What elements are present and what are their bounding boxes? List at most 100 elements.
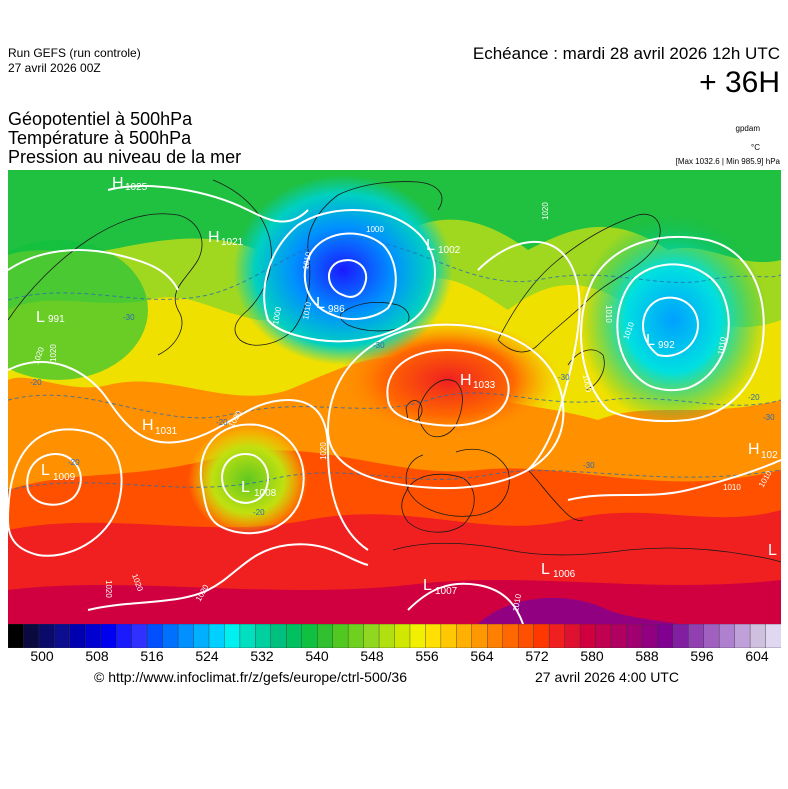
colorbar-swatch	[8, 624, 25, 648]
lead-time: + 36H	[699, 66, 780, 99]
pressure-centers: H 1025 H 1021 L 986 L 1002 L 991 H 1033 …	[36, 175, 778, 597]
pc-l-991-value: 991	[48, 314, 65, 325]
parameter-temperature: Température à 500hPa	[8, 128, 192, 148]
colorbar-swatch	[363, 624, 380, 648]
colorbar-tick-label: 524	[195, 648, 219, 664]
pc-l-1002-value: 1002	[438, 245, 461, 256]
isobar-low-1008-outer	[199, 423, 305, 535]
temp-label: -30	[583, 461, 595, 470]
temp-label: -20	[68, 458, 80, 467]
pressure-minmax: [Max 1032.6 | Min 985.9] hPa	[675, 157, 780, 166]
colorbar-swatch	[409, 624, 427, 648]
source-credit[interactable]: © http://www.infoclimat.fr/z/gefs/europe…	[94, 669, 408, 685]
pc-l-1007-value: 1007	[435, 586, 458, 597]
coast-canada	[8, 213, 203, 356]
pc-h-1021: H	[208, 229, 220, 246]
colorbar-tick-label: 572	[525, 648, 549, 664]
colorbar-tick-label: 564	[470, 648, 494, 664]
colorbar-swatches	[8, 624, 781, 648]
colorbar-swatch	[116, 624, 133, 648]
colorbar-tick-label: 596	[690, 648, 714, 664]
colorbar-tick-label: 548	[360, 648, 384, 664]
pc-h-1021-value: 1021	[221, 237, 244, 248]
isobar-1020-west	[8, 361, 369, 551]
colorbar-swatch	[378, 624, 396, 648]
colorbar-swatch	[595, 624, 612, 648]
colorbar-swatch	[131, 624, 148, 648]
field-cutoff-low	[188, 425, 308, 535]
pc-l-1006-value: 1006	[553, 569, 576, 580]
isobar-low-iceland-2	[303, 232, 397, 321]
generation-time: 27 avril 2026 4:00 UTC	[535, 669, 679, 685]
colorbar-swatch	[734, 624, 751, 648]
pc-l-1009: L	[41, 462, 50, 479]
colorbar-swatch	[255, 624, 272, 648]
temp-label: -30	[123, 313, 135, 322]
isobar-low-scand-1	[642, 296, 700, 357]
colorbar-tick-label: 508	[85, 648, 109, 664]
colorbar-tick-label: 540	[305, 648, 329, 664]
pc-l-992: L	[646, 332, 655, 349]
colorbar-swatch	[332, 624, 349, 648]
isobar-label: 1020	[319, 442, 328, 460]
colorbar-swatch	[85, 624, 102, 648]
colorbar-tick-label: 588	[635, 648, 659, 664]
colorbar-swatch	[502, 624, 519, 648]
isobar-label: 1020	[541, 202, 550, 220]
isobar-low-scand-2	[616, 263, 730, 392]
colorbar-swatch	[177, 624, 195, 648]
pc-l-1008: L	[241, 479, 250, 496]
isobar-label: 1000	[271, 306, 283, 326]
weather-map-canvas: H 1025 H 1021 L 986 L 1002 L 991 H 1033 …	[8, 170, 781, 624]
colorbar-swatch	[517, 624, 535, 648]
isobar-label: 1010	[604, 305, 613, 323]
run-date: 27 avril 2026 00Z	[8, 61, 101, 75]
pc-h-1033: H	[460, 372, 472, 389]
colorbar-swatch	[641, 624, 659, 648]
pc-l-1006: L	[541, 561, 550, 578]
temp-label: -20	[30, 378, 42, 387]
pc-h-1025-value: 1025	[125, 182, 148, 193]
colorbar-swatch	[626, 624, 643, 648]
isobar-label: 1020	[104, 580, 113, 598]
colorbar-tick-label: 516	[140, 648, 164, 664]
colorbar-swatch	[286, 624, 303, 648]
colorbar-ticks: 500 508 516 524 532 540 548 556 564 572 580 588 596 6…	[8, 648, 781, 666]
field-low-iceland	[233, 175, 453, 365]
temp-label: -20	[253, 508, 265, 517]
pc-l-986: L	[316, 295, 325, 312]
isobar-1020-south	[87, 543, 369, 611]
weather-map[interactable]: H 1025 H 1021 L 986 L 1002 L 991 H 1033 …	[8, 170, 781, 624]
pc-h-1031: H	[142, 417, 154, 434]
pc-l-1002: L	[426, 237, 435, 254]
isobar-low-1008	[221, 453, 269, 504]
isobar-low-1009	[26, 453, 82, 506]
coast-europe-west	[405, 448, 510, 517]
isobar-label: 1020	[49, 344, 58, 362]
colorbar-swatch	[425, 624, 442, 648]
isobar-1010-east	[567, 459, 781, 501]
colorbar-swatch	[471, 624, 488, 648]
temp-label: -30	[763, 413, 775, 422]
colorbar-swatch	[610, 624, 628, 648]
coast-greenland	[212, 179, 443, 346]
temp-label: -30	[373, 341, 385, 350]
colorbar-swatch	[100, 624, 117, 648]
pc-l-edge: L	[768, 542, 777, 559]
coast-norway	[497, 213, 661, 353]
isobar-1020-north	[107, 185, 309, 223]
colorbar-swatch	[765, 624, 781, 648]
colorbar-swatch	[193, 624, 210, 648]
coast-iberia	[401, 473, 475, 533]
colorbar-swatch	[579, 624, 597, 648]
colorbar-swatch	[657, 624, 674, 648]
colorbar-tick-label: 580	[580, 648, 604, 664]
isobar-label: 1010	[511, 593, 523, 613]
colorbar-swatch	[548, 624, 566, 648]
colorbar-swatch	[440, 624, 458, 648]
pc-h-1033-value: 1033	[473, 380, 496, 391]
pc-l-992-value: 992	[658, 340, 675, 351]
isobar-ridge-2	[326, 323, 565, 490]
pc-l-1007: L	[423, 577, 432, 594]
colorbar-swatch	[564, 624, 581, 648]
